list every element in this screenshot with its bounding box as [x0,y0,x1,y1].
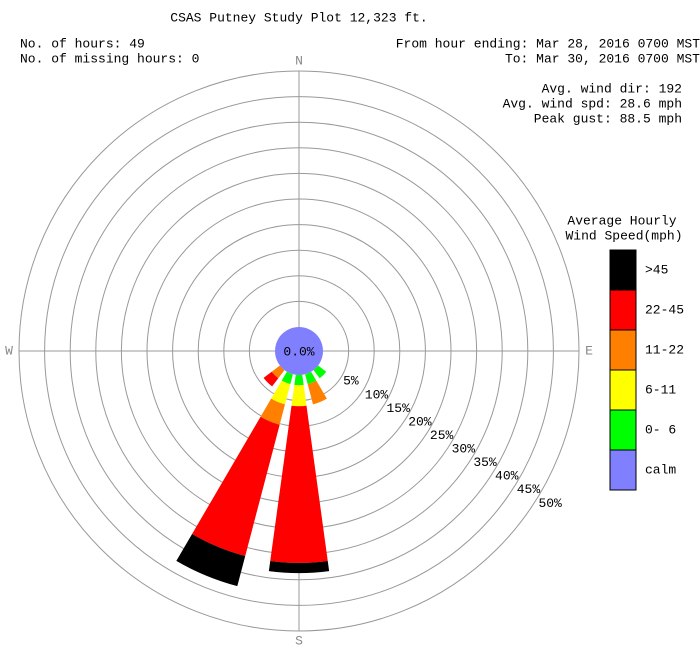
info: No. of missing hours: 0 [20,51,199,66]
wedge-segment [291,384,307,407]
ring-label: 20% [408,414,432,429]
legend-label: 0- 6 [645,422,676,437]
ring-label: 50% [538,496,562,511]
wedge-segment [281,371,293,385]
ring-label: 5% [343,374,359,389]
ring-label: 25% [430,428,454,443]
stat: Avg. wind spd: 28.6 mph [503,96,682,111]
grid-ring [69,121,529,581]
legend-swatch [609,329,637,371]
compass-label: N [295,53,303,68]
legend-label: 6-11 [645,382,676,397]
ring-label: 30% [452,442,476,457]
stat: Avg. wind dir: 192 [542,81,682,96]
ring-label: 40% [495,469,519,484]
legend-label: 11-22 [645,342,684,357]
wedge-segment [271,380,291,405]
ring-label: 15% [386,401,410,416]
legend-label: calm [645,462,676,477]
legend-label: 22-45 [645,302,684,317]
legend-swatch [609,249,637,291]
legend-swatch [609,449,637,491]
calm-label: 0.0% [283,344,314,359]
compass-label: S [295,633,303,648]
grid-ring [18,70,580,632]
wedge-segment [268,560,330,574]
info: No. of hours: 49 [20,36,145,51]
wedge-segment [313,365,327,379]
wedge-segment [294,374,304,386]
legend-swatch [609,369,637,411]
legend-label: >45 [645,262,668,277]
stat: Peak gust: 88.5 mph [534,111,682,126]
legend-swatch [609,289,637,331]
wedge-segment [192,416,280,556]
wedge-segment [176,533,246,587]
chart-title: CSAS Putney Study Plot 12,323 ft. [170,10,427,25]
info: To: Mar 30, 2016 0700 MST [505,51,700,66]
legend-swatch [609,409,637,451]
ring-label: 45% [517,482,541,497]
ring-label: 35% [473,455,497,470]
wedge-segment [260,398,285,425]
calm-circle [275,327,323,375]
ring-label: 10% [365,387,389,402]
info: From hour ending: Mar 28, 2016 0700 MST [396,36,700,51]
wedge-segment [305,371,317,385]
wedge-segment [307,380,327,405]
compass-label: W [5,343,13,358]
compass-label: E [585,343,593,358]
grid-ring [44,96,554,606]
wedge-segment [270,405,328,563]
legend-title: Average Hourly [567,213,676,228]
wedge-segment [271,365,285,379]
wedge-segment [263,371,279,387]
legend-title: Wind Speed(mph) [565,228,682,243]
